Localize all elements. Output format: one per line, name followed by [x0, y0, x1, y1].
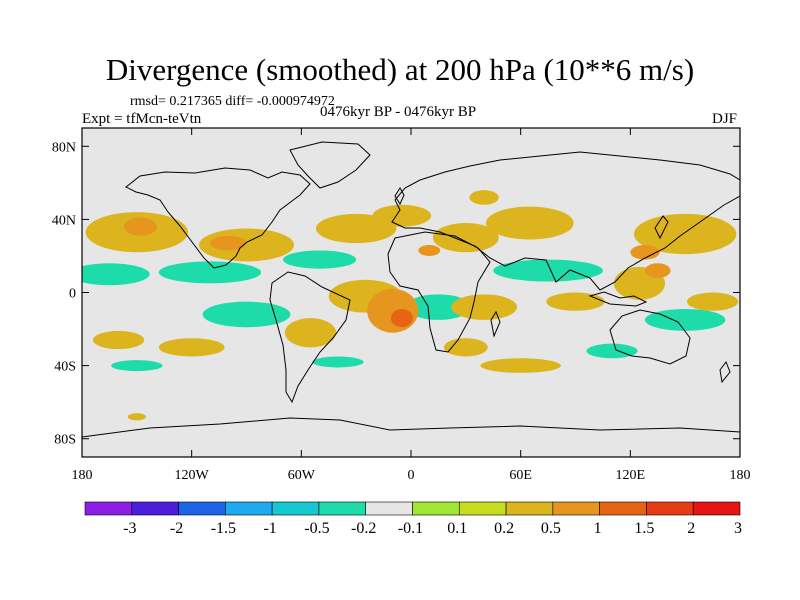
colorbar-label: -3 — [123, 520, 136, 537]
lon-tick-label: 60E — [509, 468, 532, 483]
colorbar-swatch — [131, 501, 179, 516]
field-blob — [283, 250, 357, 269]
field-blob — [111, 360, 163, 372]
lat-tick-label: 80N — [52, 140, 76, 155]
field-blob — [633, 213, 737, 255]
field-blob — [372, 204, 432, 227]
colorbar-label: 3 — [734, 520, 742, 537]
field-blob — [367, 288, 419, 333]
stats-line: rmsd= 0.217365 diff= -0.000974972 — [130, 94, 335, 109]
lat-tick-label: 40S — [54, 360, 76, 375]
colorbar-label: 1 — [594, 520, 602, 537]
coastlines — [82, 141, 740, 438]
coastline-greenland — [289, 141, 371, 189]
colorbar-swatch — [225, 501, 273, 516]
field-blob — [493, 259, 603, 282]
lon-tick-label: 60W — [288, 468, 316, 483]
field-blob — [630, 244, 660, 260]
field-blob — [586, 343, 638, 359]
field-blob — [92, 330, 145, 350]
lon-tick-label: 0 — [408, 468, 415, 483]
field-blob — [546, 292, 605, 311]
colorbar-swatch — [646, 501, 694, 516]
colorbar-label: -1.5 — [211, 520, 236, 537]
coastline-australia — [609, 309, 691, 365]
field-blob — [158, 261, 262, 284]
colorbar-label: 0.1 — [447, 520, 467, 537]
colorbar-label: -2 — [170, 520, 183, 537]
field-blob — [485, 206, 574, 240]
colorbar-swatch — [458, 501, 507, 516]
field-blob — [418, 244, 441, 256]
season-label: DJF — [712, 111, 738, 127]
field-blob — [82, 263, 150, 286]
coastline-south-america — [269, 271, 351, 404]
colorbar: -3 -2 -1.5 -1 -0.5 -0.2 -0.1 0.1 0.2 0.5 1 1.5 2 3 — [84, 501, 742, 537]
colorbar-swatch — [692, 501, 741, 516]
field-blob — [480, 358, 561, 373]
field-blob — [202, 301, 291, 328]
colorbar-label: -0.5 — [304, 520, 329, 537]
colorbar-swatch — [412, 501, 460, 516]
colorbar-label: 0.2 — [494, 520, 514, 537]
colorbar-swatch — [84, 501, 133, 516]
coastline-antarctica — [82, 417, 740, 438]
coastline-north-america — [125, 167, 311, 269]
field-blob — [127, 413, 146, 421]
field-blob — [443, 338, 488, 357]
colorbar-label: 0.5 — [541, 520, 561, 537]
coastline-japan — [654, 215, 669, 240]
lat-tick-label: 0 — [69, 287, 76, 302]
field-blob — [451, 294, 518, 320]
field-blob — [390, 308, 413, 328]
coastline-new-zealand — [719, 360, 731, 384]
colorbar-swatch — [599, 501, 647, 516]
field-blob — [315, 213, 397, 244]
colorbar-swatch — [552, 501, 600, 516]
map-axes: 80N 40N 0 40S 80S 180 120W 60W 0 60E 120E 180 — [52, 128, 751, 483]
coastline-eurasia — [391, 151, 740, 291]
lat-tick-label: 80S — [54, 433, 76, 448]
field-blob — [158, 338, 225, 357]
colorbar-label: 1.5 — [634, 520, 654, 537]
field-blob — [284, 318, 337, 348]
field-blob — [432, 223, 499, 253]
coastline-madagascar — [490, 310, 501, 338]
field-blob — [469, 190, 499, 205]
lon-tick-label: 180 — [730, 468, 751, 483]
field-blob — [644, 308, 726, 331]
lon-tick-label: 120W — [175, 468, 210, 483]
field-blob — [124, 217, 157, 236]
colorbar-label: -0.2 — [351, 520, 376, 537]
field-blob — [209, 235, 247, 251]
coastline-indonesia — [588, 291, 648, 307]
page-title: Divergence (smoothed) at 200 hPa (10**6 … — [105, 52, 695, 87]
colorbar-swatch — [318, 501, 367, 516]
experiment-label: Expt = tfMcn-teVtn — [82, 111, 202, 127]
divergence-field — [82, 190, 739, 421]
field-blob — [644, 263, 671, 278]
field-blob — [405, 294, 472, 320]
colorbar-label: -1 — [263, 520, 276, 537]
coastline-africa — [387, 231, 491, 353]
colorbar-swatch — [505, 501, 554, 516]
field-blob — [686, 292, 739, 311]
lon-tick-label: 180 — [72, 468, 93, 483]
colorbar-swatch — [271, 501, 320, 516]
colorbar-swatch — [365, 501, 413, 516]
lon-tick-label: 120E — [616, 468, 646, 483]
colorbar-swatch — [178, 501, 226, 516]
lat-tick-label: 40N — [52, 213, 76, 228]
colorbar-label: -0.1 — [398, 520, 423, 537]
field-blob — [312, 356, 364, 368]
colorbar-label: 2 — [687, 520, 695, 537]
coastline-uk — [394, 187, 405, 206]
period-label: 0476kyr BP - 0476kyr BP — [320, 104, 477, 120]
